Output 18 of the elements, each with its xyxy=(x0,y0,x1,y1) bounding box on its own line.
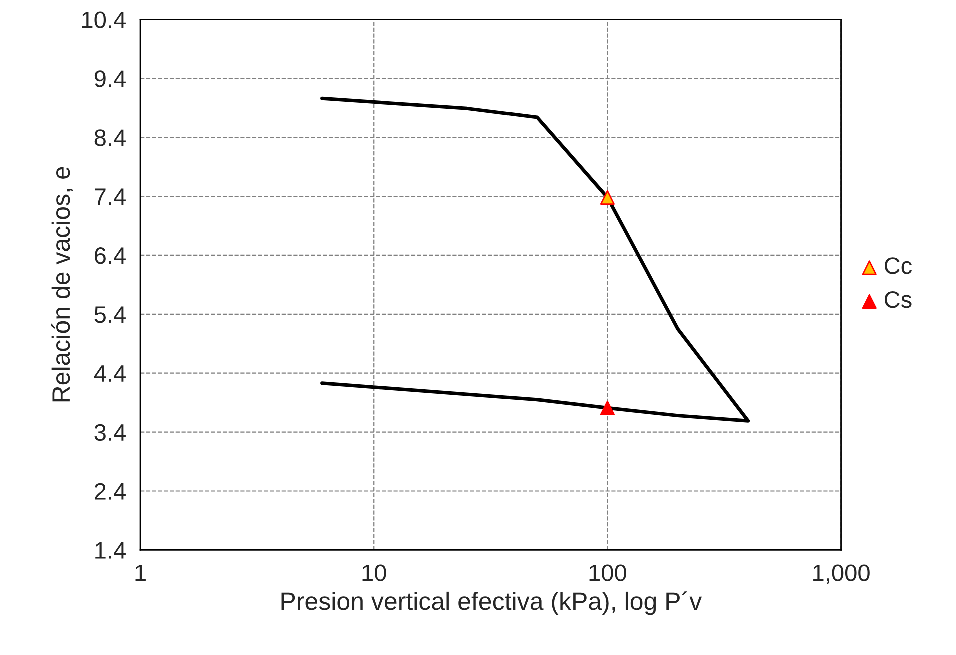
y-tick-label: 2.4 xyxy=(95,483,126,500)
y-tick-label: 4.4 xyxy=(94,366,126,382)
y-tick-label: 1.4 xyxy=(96,542,126,559)
x-tick-label: 1 xyxy=(136,564,146,582)
x-tick-label: 10 xyxy=(362,564,386,582)
y-tick-label: 5.4 xyxy=(94,306,126,324)
x-tick-label: 1,000 xyxy=(814,564,870,584)
y-tick-label: 6.4 xyxy=(95,248,126,264)
legend-label: Cc xyxy=(884,258,912,274)
x-axis-title: Presion vertical efectiva (kPa), log P´v xyxy=(282,592,702,616)
y-tick-label: 3.4 xyxy=(94,424,126,442)
legend-label: Cs xyxy=(884,291,912,308)
y-tick-label: 8.4 xyxy=(94,130,126,146)
y-tick-label: 10.4 xyxy=(82,12,126,28)
y-tick-label: 9.4 xyxy=(94,70,126,88)
y-axis-title: Relación de vacios, e xyxy=(52,167,74,402)
y-tick-label: 7.4 xyxy=(95,188,126,206)
x-tick-label: 100 xyxy=(590,564,626,582)
